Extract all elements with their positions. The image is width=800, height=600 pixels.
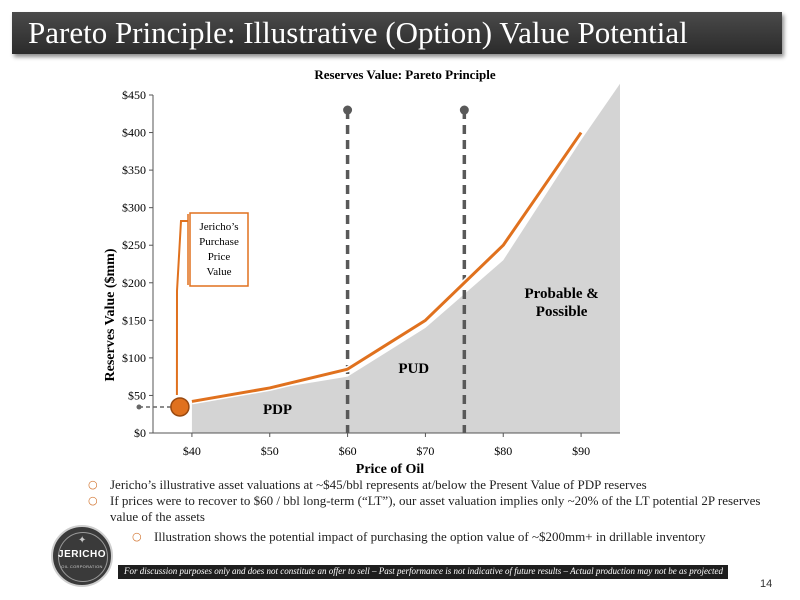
y-tick-label: $150	[122, 313, 146, 327]
bullet-list: ○ Jericho’s illustrative asset valuation…	[88, 477, 768, 545]
bullet-marker-icon: ○	[88, 478, 98, 491]
logo-name: JERICHO	[58, 549, 106, 560]
region-divider-cap	[459, 105, 469, 115]
logo-leaf-icon: ✦	[78, 535, 87, 546]
y-tick-label: $100	[122, 351, 146, 365]
disclaimer-bar: For discussion purposes only and does no…	[118, 565, 728, 579]
callout-text-line: Purchase	[199, 236, 239, 248]
disclaimer-text: For discussion purposes only and does no…	[124, 566, 723, 576]
reserves-area	[191, 83, 620, 433]
x-tick-label: $60	[339, 444, 357, 458]
y-tick-label: $350	[122, 163, 146, 177]
value-line	[191, 131, 583, 403]
bullet-item: ○ If prices were to recover to $60 / bbl…	[88, 493, 768, 525]
region-label: Probable &	[524, 286, 598, 302]
y-tick-label: $300	[122, 201, 146, 215]
purchase-price-marker	[170, 397, 190, 417]
slide-title: Pareto Principle: Illustrative (Option) …	[28, 15, 688, 50]
x-tick-label: $90	[572, 444, 590, 458]
x-tick-label: $70	[416, 444, 434, 458]
region-label: PDP	[263, 402, 292, 418]
marker-guide-dot	[136, 404, 142, 410]
x-tick-label: $50	[261, 444, 279, 458]
callout-text-line: Value	[206, 266, 231, 278]
x-tick-label: $40	[183, 444, 201, 458]
bullet-text: Jericho’s illustrative asset valuations …	[110, 477, 647, 492]
y-tick-label: $200	[122, 276, 146, 290]
bullet-text: Illustration shows the potential impact …	[154, 529, 706, 544]
x-axis-label: Price of Oil	[356, 462, 425, 477]
y-tick-label: $250	[122, 238, 146, 252]
logo-subtext: OIL CORPORATION	[61, 564, 103, 569]
y-tick-label: $400	[122, 126, 146, 140]
logo-ring	[58, 532, 108, 582]
callout-text-line: Jericho’s	[199, 221, 238, 233]
sub-bullet-item: ○ Illustration shows the potential impac…	[132, 529, 768, 545]
bullet-item: ○ Jericho’s illustrative asset valuation…	[88, 477, 768, 493]
chart-title: Reserves Value: Pareto Principle	[314, 67, 496, 82]
bullet-text: If prices were to recover to $60 / bbl l…	[110, 493, 761, 524]
region-label: PUD	[398, 361, 429, 377]
y-axis-label: Reserves Value ($mm)	[103, 248, 118, 381]
y-tick-label: $0	[134, 426, 146, 440]
title-bar: Pareto Principle: Illustrative (Option) …	[12, 12, 782, 54]
x-tick-label: $80	[494, 444, 512, 458]
region-divider-cap	[343, 105, 353, 115]
pareto-chart: Reserves Value: Pareto Principle $0 $50 $1…	[103, 67, 620, 477]
callout-text-line: Price	[208, 251, 231, 263]
bullet-marker-icon: ○	[132, 530, 142, 543]
callout-bracket	[175, 220, 188, 395]
company-logo: ✦ JERICHO OIL CORPORATION	[51, 525, 113, 587]
bullet-marker-icon: ○	[88, 494, 98, 507]
page-number: 14	[760, 578, 773, 590]
region-label: Possible	[536, 304, 588, 320]
y-tick-label: $450	[122, 88, 146, 102]
callout-box	[189, 212, 249, 287]
y-tick-label: $50	[128, 388, 146, 402]
